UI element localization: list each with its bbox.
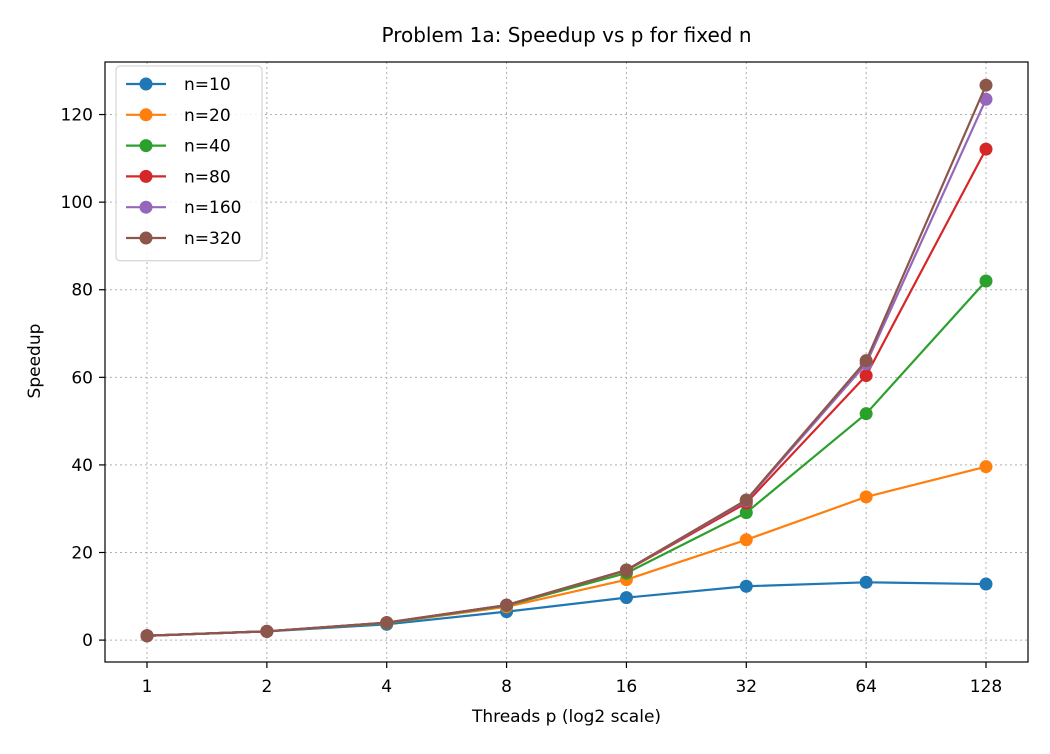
- legend-label: n=10: [184, 75, 231, 95]
- data-point: [260, 624, 274, 638]
- legend-entry: n=10: [126, 75, 231, 95]
- data-point: [859, 575, 873, 589]
- legend-entry: n=320: [126, 229, 241, 249]
- y-tick-label: 0: [82, 631, 93, 651]
- legend-label: n=20: [184, 106, 231, 126]
- x-tick-label: 32: [735, 677, 757, 697]
- data-point: [739, 493, 753, 507]
- y-tick-label: 40: [71, 456, 93, 476]
- data-point: [979, 142, 993, 156]
- data-point: [739, 579, 753, 593]
- x-tick-label: 128: [970, 677, 1002, 697]
- legend-swatch-marker: [139, 139, 153, 153]
- data-point: [380, 616, 394, 630]
- y-tick-label: 60: [71, 368, 93, 388]
- x-tick-label: 8: [501, 677, 512, 697]
- data-point: [140, 629, 154, 643]
- legend-swatch-marker: [139, 231, 153, 245]
- data-point: [739, 506, 753, 520]
- y-axis-label: Speedup: [25, 324, 45, 399]
- data-point: [619, 591, 633, 605]
- x-tick-label: 64: [855, 677, 877, 697]
- plot-frame: [104, 61, 1029, 663]
- legend-label: n=160: [184, 198, 241, 218]
- x-axis-label: Threads p (log2 scale): [471, 707, 661, 727]
- data-point: [619, 563, 633, 577]
- x-tick-label: 2: [261, 677, 272, 697]
- y-tick-label: 120: [61, 106, 93, 126]
- data-point: [979, 92, 993, 106]
- x-tick-label: 4: [381, 677, 392, 697]
- y-tick-label: 100: [61, 193, 93, 213]
- y-tick-label: 20: [71, 544, 93, 564]
- data-point: [979, 460, 993, 474]
- y-tick-label: 80: [71, 281, 93, 301]
- chart-title: Problem 1a: Speedup vs p for fixed n: [382, 23, 752, 47]
- series-n=320: [140, 78, 993, 643]
- legend-label: n=80: [184, 167, 231, 187]
- data-point: [859, 354, 873, 368]
- data-point: [979, 274, 993, 288]
- data-point: [739, 533, 753, 547]
- data-point: [859, 369, 873, 383]
- data-point: [979, 78, 993, 92]
- x-tick-label: 1: [142, 677, 153, 697]
- legend-swatch-marker: [139, 200, 153, 214]
- legend-label: n=320: [184, 229, 241, 249]
- legend-swatch-marker: [139, 169, 153, 183]
- legend-entry: n=80: [126, 167, 231, 187]
- data-point: [859, 407, 873, 421]
- legend-swatch-marker: [139, 77, 153, 91]
- legend-swatch-marker: [139, 108, 153, 122]
- x-tick-label: 16: [616, 677, 638, 697]
- data-point: [500, 598, 514, 612]
- legend-entry: n=160: [126, 198, 241, 218]
- legend-entry: n=20: [126, 106, 231, 126]
- data-point: [979, 577, 993, 591]
- legend-entry: n=40: [126, 137, 231, 157]
- data-point: [859, 490, 873, 504]
- legend-label: n=40: [184, 137, 231, 157]
- series-line: [146, 84, 988, 637]
